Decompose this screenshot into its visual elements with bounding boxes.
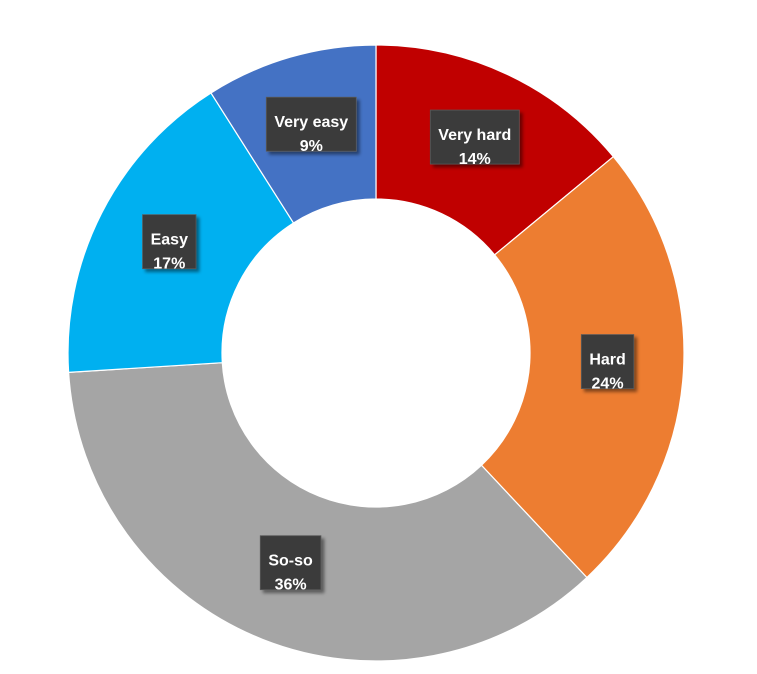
data-label-percent: 36%	[275, 577, 307, 594]
data-label-very-hard: Very hard 14%	[429, 109, 520, 168]
data-label-category: So-so	[268, 553, 313, 570]
data-label-box	[580, 334, 635, 389]
data-label-category: Very hard	[438, 127, 511, 144]
data-label-category: Very easy	[274, 114, 348, 131]
data-label-very-easy: Very easy 9%	[265, 96, 357, 155]
data-label-box	[265, 96, 357, 152]
data-label-percent: 17%	[153, 256, 185, 273]
data-label-box	[429, 109, 520, 165]
data-label-category: Hard	[589, 352, 625, 369]
data-label-category: Easy	[151, 232, 188, 249]
data-label-hard: Hard 24%	[580, 334, 635, 393]
data-label-percent: 24%	[592, 376, 624, 393]
data-label-percent: 9%	[300, 138, 323, 155]
slice-so-so	[67, 362, 588, 662]
data-label-easy: Easy 17%	[142, 214, 197, 273]
data-label-so-so: So-so 36%	[259, 535, 322, 594]
donut-data-labels: Very hard 14% Hard 24% So-so 36% Easy 17% Very e…	[142, 96, 635, 594]
data-label-box	[142, 214, 197, 270]
data-label-box	[259, 535, 322, 591]
data-label-percent: 14%	[459, 151, 491, 168]
